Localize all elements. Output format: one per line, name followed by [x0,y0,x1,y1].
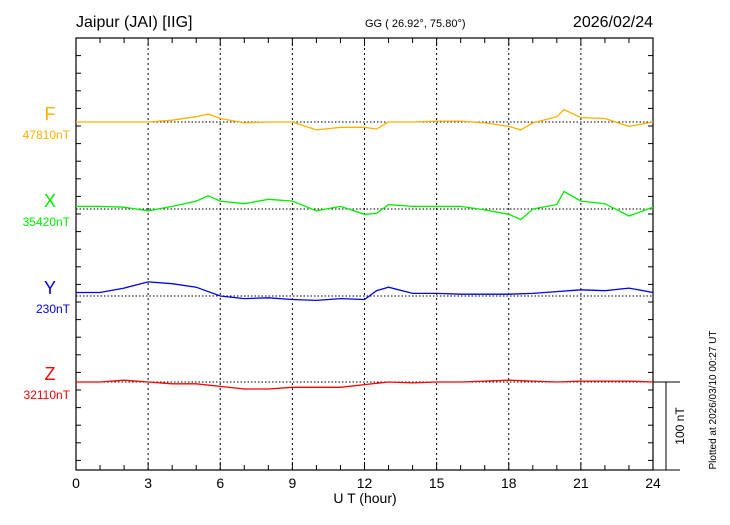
x-tick-label: 18 [501,475,517,491]
series-baseline-label-f: 47810nT [23,128,71,142]
station-coords: GG ( 26.92°, 75.80°) [365,18,466,30]
series-name-f: F [45,104,56,124]
x-tick-label: 3 [144,475,152,491]
series-name-x: X [44,191,56,211]
series-line-y [76,281,654,302]
chart-title: Jaipur (JAI) [IIG] [76,14,192,31]
series-name-y: Y [44,278,56,298]
plotted-note: Plotted at 2026/03/10 00:27 UT [708,331,719,470]
x-tick-label: 6 [216,475,224,491]
x-tick-label: 9 [288,475,296,491]
series-baseline-label-z: 32110nT [24,388,71,402]
x-axis-label: U T (hour) [333,490,396,506]
series-name-z: Z [45,364,56,384]
series-baseline-label-y: 230nT [36,302,71,316]
plot-frame [75,37,654,471]
x-tick-label: 12 [357,475,373,491]
series-line-f [76,108,654,131]
series-line-z [76,379,654,390]
x-tick-label: 0 [72,475,80,491]
x-tick-label: 24 [645,475,661,491]
x-tick-label: 21 [573,475,589,491]
chart-date: 2026/02/24 [573,14,653,31]
series-baseline-label-x: 35420nT [23,215,71,229]
series-line-x [76,190,654,221]
x-tick-label: 15 [429,475,445,491]
scale-bar-label: 100 nT [673,407,687,445]
